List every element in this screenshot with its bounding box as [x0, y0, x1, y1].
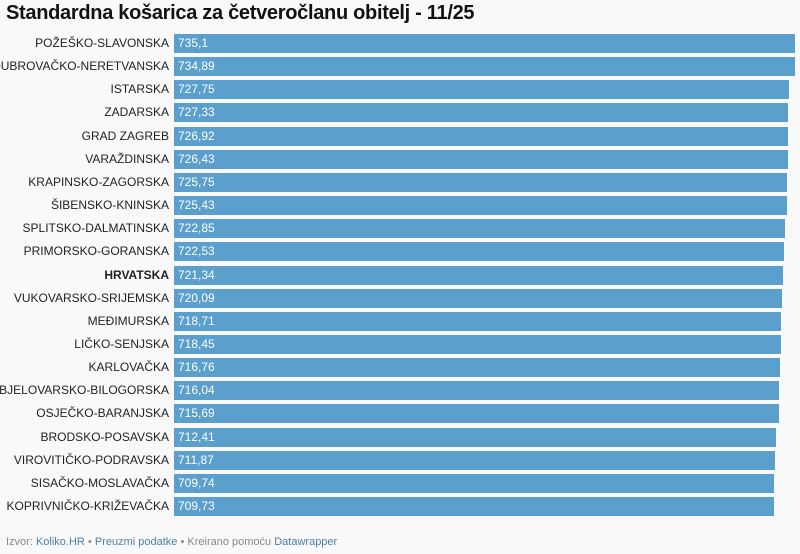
category-label: VIROVITIČKO-PODRAVSKA — [13, 452, 169, 467]
bar — [174, 57, 795, 77]
bar — [174, 473, 774, 493]
bar — [174, 34, 795, 53]
value-label: 718,71 — [178, 313, 215, 328]
bar-row: VUKOVARSKO-SRIJEMSKA 720,09 — [0, 288, 800, 308]
bar — [174, 126, 789, 146]
bar-row: KOPRIVNIČKO-KRIŽEVAČKA 709,73 — [0, 496, 800, 516]
category-label: OSJEČKO-BARANJSKA — [36, 406, 169, 421]
bar — [174, 404, 779, 424]
bar — [174, 427, 776, 447]
bar — [174, 242, 785, 262]
category-label: KRAPINSKO-ZAGORSKA — [28, 174, 169, 189]
bar-row: ŠIBENSKO-KNINSKA 725,43 — [0, 195, 800, 216]
bar — [174, 80, 789, 100]
bar — [174, 196, 787, 216]
value-label: 709,74 — [178, 475, 215, 490]
value-label: 734,89 — [178, 59, 215, 74]
value-label: 722,85 — [178, 221, 215, 236]
category-label: KARLOVAČKA — [88, 360, 169, 375]
bar — [174, 311, 782, 331]
category-label: SISAČKO-MOSLAVAČKA — [30, 475, 169, 490]
bar — [174, 103, 789, 123]
category-label: VARAŽDINSKA — [85, 151, 169, 166]
bar-row: MEĐIMURSKA 718,71 — [0, 311, 800, 331]
value-label: 725,75 — [178, 174, 215, 189]
category-label: VUKOVARSKO-SRIJEMSKA — [13, 290, 169, 305]
bar-row: SISAČKO-MOSLAVAČKA 709,74 — [0, 473, 800, 493]
bar — [174, 497, 774, 516]
bar — [174, 450, 776, 470]
bar-row: HRVATSKA 721,34 — [0, 265, 800, 285]
bar — [174, 149, 788, 169]
category-label: ISTARSKA — [110, 82, 169, 97]
bar — [174, 358, 780, 378]
category-label: DUBROVAČKO-NERETVANSKA — [0, 59, 169, 74]
bar-row: BRODSKO-POSAVSKA 712,41 — [0, 427, 800, 447]
bar-row: VIROVITIČKO-PODRAVSKA 711,87 — [0, 450, 800, 470]
datawrapper-link[interactable]: Datawrapper — [274, 536, 338, 548]
bar-row: SPLITSKO-DALMATINSKA 722,85 — [0, 218, 800, 239]
separator: • — [87, 536, 92, 548]
category-label: POŽEŠKO-SLAVONSKA — [35, 36, 169, 50]
category-label: BJELOVARSKO-BILOGORSKA — [0, 383, 169, 398]
bar — [174, 219, 785, 239]
source-prefix: Izvor: — [6, 536, 33, 548]
bar-row: VARAŽDINSKA 726,43 — [0, 149, 800, 169]
value-label: 712,41 — [178, 429, 215, 444]
bar — [174, 334, 781, 354]
category-label: ZADARSKA — [104, 105, 169, 120]
bar-row: BJELOVARSKO-BILOGORSKA 716,04 — [0, 380, 800, 401]
value-label: 727,33 — [178, 105, 215, 120]
category-label: PRIMORSKO-GORANSKA — [23, 244, 169, 259]
category-label: BRODSKO-POSAVSKA — [40, 429, 169, 444]
value-label: 716,04 — [178, 383, 215, 398]
bar-row: POŽEŠKO-SLAVONSKA 735,1 — [0, 33, 800, 53]
bar-row: KRAPINSKO-ZAGORSKA 725,75 — [0, 172, 800, 192]
category-label: MEĐIMURSKA — [87, 313, 169, 328]
category-label: GRAD ZAGREB — [81, 128, 169, 143]
created-with-text: Kreirano pomoću — [187, 536, 272, 548]
bar-row: OSJEČKO-BARANJSKA 715,69 — [0, 403, 800, 424]
value-label: 727,75 — [178, 82, 215, 97]
category-label: LIČKO-SENJSKA — [74, 336, 169, 351]
bar-row: DUBROVAČKO-NERETVANSKA 734,89 — [0, 56, 800, 77]
value-label: 715,69 — [178, 406, 215, 421]
value-label: 718,45 — [178, 336, 215, 351]
category-label: ŠIBENSKO-KNINSKA — [50, 198, 169, 213]
category-label: HRVATSKA — [104, 267, 169, 282]
bar — [174, 172, 788, 192]
bar-row: PRIMORSKO-GORANSKA 722,53 — [0, 241, 800, 262]
footer: Izvor: Koliko.HR • Preuzmi podatke • Kre… — [6, 536, 337, 548]
value-label: 711,87 — [178, 452, 214, 467]
bar — [174, 381, 779, 401]
bar-row: ZADARSKA 727,33 — [0, 102, 800, 123]
value-label: 709,73 — [178, 499, 215, 513]
bar-row: GRAD ZAGREB 726,92 — [0, 126, 800, 146]
value-label: 716,76 — [178, 360, 215, 375]
value-label: 726,43 — [178, 151, 215, 166]
bar-row: ISTARSKA 727,75 — [0, 79, 800, 100]
value-label: 726,92 — [178, 128, 215, 143]
value-label: 735,1 — [178, 36, 209, 50]
source-link[interactable]: Koliko.HR — [35, 536, 85, 548]
chart-title: Standardna košarica za četveročlanu obit… — [6, 2, 475, 24]
bar — [174, 265, 784, 285]
bar-row: LIČKO-SENJSKA 718,45 — [0, 334, 800, 354]
category-label: SPLITSKO-DALMATINSKA — [22, 221, 169, 236]
value-label: 722,53 — [178, 244, 215, 259]
download-data-link[interactable]: Preuzmi podatke — [94, 536, 178, 548]
bar — [174, 288, 783, 308]
category-label: KOPRIVNIČKO-KRIŽEVAČKA — [6, 499, 169, 513]
bar-row: KARLOVAČKA 716,76 — [0, 357, 800, 378]
value-label: 725,43 — [178, 198, 215, 213]
separator: • — [180, 536, 185, 548]
value-label: 720,09 — [178, 290, 215, 305]
value-label: 721,34 — [178, 267, 215, 282]
